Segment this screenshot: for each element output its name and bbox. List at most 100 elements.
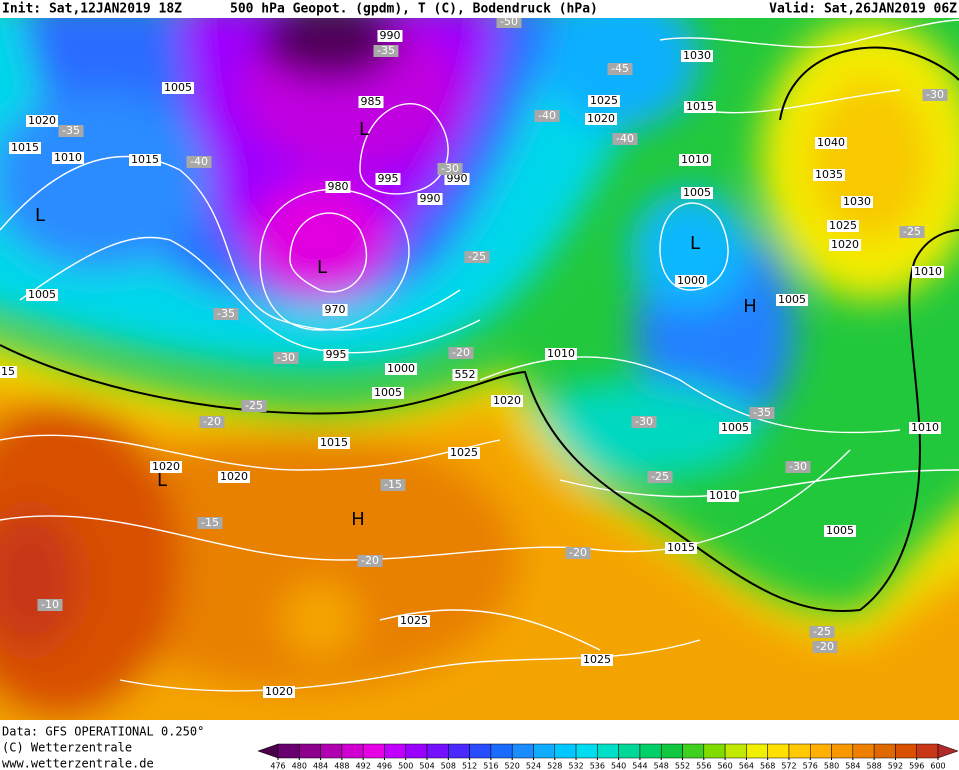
isobar-label: 1005: [824, 524, 856, 537]
temperature-label: -40: [186, 155, 212, 168]
isobar-label: 1020: [218, 470, 250, 483]
temperature-label: -30: [437, 162, 463, 175]
isobar-label: 1020: [829, 238, 861, 251]
colorbar-label: 488: [334, 762, 349, 770]
temperature-label-box: [197, 517, 223, 529]
data-source: Data: GFS OPERATIONAL 0.250°: [2, 725, 204, 739]
colorbar-swatch: [490, 743, 513, 759]
colorbar-label: 556: [696, 762, 711, 770]
isobar-label-box: [813, 169, 845, 181]
isobar-label-text: 1040: [817, 136, 845, 149]
isobar-label-box: [9, 142, 41, 154]
isobar-label-text: 1025: [450, 446, 478, 459]
temperature-label-text: -50: [500, 15, 518, 28]
colorbar-label: 528: [547, 762, 562, 770]
colorbar-label: 520: [505, 762, 520, 770]
colorbar-swatch: [384, 743, 406, 759]
colorbar-label: 532: [568, 762, 583, 770]
temperature-label-text: -25: [813, 625, 831, 638]
pressure-center: L: [359, 119, 369, 140]
temperature-label: -25: [647, 470, 673, 483]
temperature-label-box: [199, 416, 225, 428]
colorbar-label: 496: [377, 762, 392, 770]
temperature-label-text: -20: [569, 546, 587, 559]
temperature-label-text: -35: [377, 44, 395, 57]
isobar-label: 1010: [909, 421, 941, 434]
isobar-label-text: 1020: [220, 470, 248, 483]
temperature-label-text: -35: [62, 124, 80, 137]
isobar-label-box: [218, 471, 250, 483]
isobar-label-box: [448, 447, 480, 459]
temperature-label-box: [241, 400, 267, 412]
pressure-center: L: [317, 257, 327, 278]
isobar-label: 1015: [684, 100, 716, 113]
temperature-label: -35: [373, 44, 399, 57]
isobar-label: 1010: [679, 153, 711, 166]
colorbar-swatch: [873, 743, 896, 759]
temperature-label-box: [809, 626, 835, 638]
temperature-label-text: -25: [651, 470, 669, 483]
temperature-label: -25: [464, 250, 490, 263]
isobar-label-box: [679, 154, 711, 166]
isobar-label-box: [318, 437, 350, 449]
colorbar-label: 564: [739, 762, 754, 770]
colorbar-label: 480: [292, 762, 307, 770]
isobar-label-text: 1015: [667, 541, 695, 554]
colorbar: 476 480 484 488 492 496 500 504 508 512 516 520 524 5…: [257, 743, 959, 770]
isobar-label-box: [824, 525, 856, 537]
colorbar-swatch: [852, 743, 875, 759]
colorbar-label: 568: [760, 762, 775, 770]
colorbar-swatch: [277, 743, 300, 759]
isobar-label: 1015: [129, 153, 161, 166]
temperature-label-text: -20: [203, 415, 221, 428]
temperature-label-box: [448, 347, 474, 359]
isobar-label-text: 990: [380, 29, 401, 42]
temperature-label: -40: [534, 109, 560, 122]
colorbar-swatch: [554, 743, 577, 759]
temperature-label: -30: [785, 460, 811, 473]
colorbar-label: 540: [611, 762, 626, 770]
isobar-label: 1015: [9, 141, 41, 154]
isobar-label-text: 1005: [374, 386, 402, 399]
temperature-label: -40: [612, 132, 638, 145]
isobar-label-box: [841, 196, 873, 208]
isobar-label: 1020: [585, 112, 617, 125]
isobar-label-text: 1025: [590, 94, 618, 107]
isobar-label: 1030: [841, 195, 873, 208]
isobar-label-box: [375, 173, 401, 185]
temperature-label-text: -30: [926, 88, 944, 101]
isobar-label-text: 995: [326, 348, 347, 361]
colorbar-swatch: [597, 743, 619, 759]
temperature-label: -45: [607, 62, 633, 75]
isobar-label-text: 15: [1, 365, 15, 378]
isobar-label: 1015: [318, 436, 350, 449]
isobar-label-box: [372, 387, 404, 399]
isobar-label-text: 1020: [28, 114, 56, 127]
temperature-label-box: [464, 251, 490, 263]
isobar-label-box: [776, 294, 808, 306]
isobar-label: 990: [377, 29, 403, 42]
isobar-label-box: [681, 50, 713, 62]
temperature-label-text: -45: [611, 62, 629, 75]
temperature-label-box: [899, 226, 925, 238]
isobar-label-box: [912, 266, 944, 278]
temperature-label-box: [37, 599, 63, 611]
isobar-label: 15: [0, 365, 17, 378]
temperature-label-text: -20: [816, 640, 834, 653]
isobar-label-text: 1000: [387, 362, 415, 375]
colorbar-label: 552: [675, 762, 690, 770]
isobar-label-text: 1030: [843, 195, 871, 208]
isobar-label-text: 1020: [265, 685, 293, 698]
temperature-label-box: [631, 416, 657, 428]
temperature-label: -15: [197, 516, 223, 529]
isobar-label-box: [909, 422, 941, 434]
isobar-label-text: 1010: [914, 265, 942, 278]
isobar-label-box: [150, 461, 182, 473]
isobar-label: 1005: [776, 293, 808, 306]
temperature-label: -25: [241, 399, 267, 412]
colorbar-label: 504: [419, 762, 434, 770]
colorbar-swatch: [895, 743, 917, 759]
isobar-label-text: 1025: [583, 653, 611, 666]
colorbar-label: 516: [483, 762, 498, 770]
